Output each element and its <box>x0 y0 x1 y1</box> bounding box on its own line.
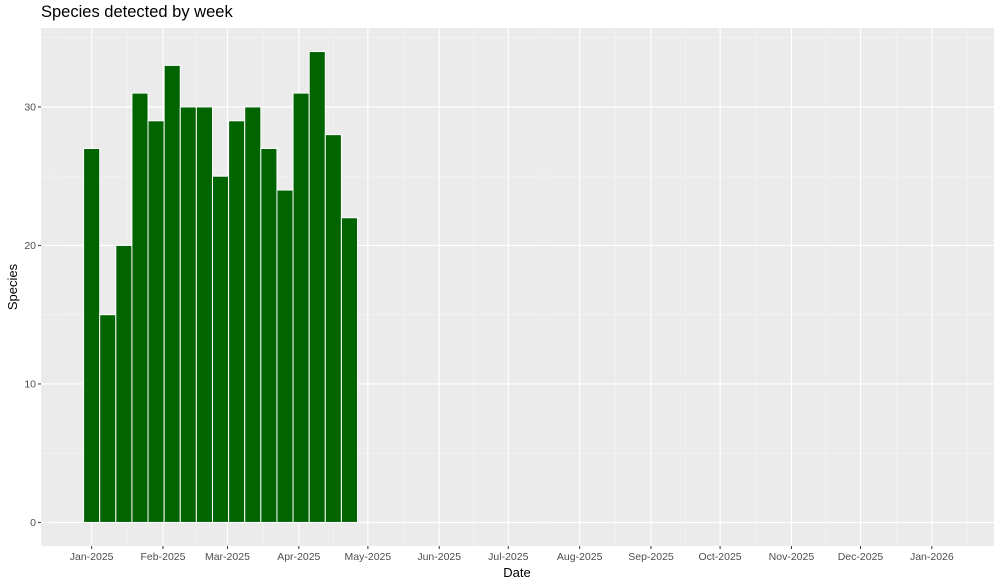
x-tick-label: Dec-2025 <box>838 551 884 563</box>
bar <box>211 175 230 523</box>
x-axis: Jan-2025 Feb-2025 Mar-2025 Apr-2025 May-2025… <box>70 546 954 563</box>
x-tick-label: Jan-2025 <box>70 551 114 563</box>
bar <box>260 147 278 523</box>
bar <box>324 134 342 523</box>
bar <box>340 217 359 523</box>
y-tick-label: 10 <box>24 378 36 390</box>
x-tick-label: Feb-2025 <box>141 551 186 563</box>
x-tick-label: Mar-2025 <box>205 551 250 563</box>
bar <box>276 189 294 523</box>
x-tick-label: Oct-2025 <box>698 551 741 563</box>
x-axis-title: Date <box>503 565 530 580</box>
bar <box>115 244 133 523</box>
x-tick-label: Jan-2026 <box>910 551 954 563</box>
bar <box>147 120 165 523</box>
x-tick-label: Apr-2025 <box>277 551 320 563</box>
x-tick-label: May-2025 <box>345 551 392 563</box>
bar <box>83 147 101 523</box>
x-tick-label: Jul-2025 <box>488 551 528 563</box>
chart-title: Species detected by week <box>41 3 233 21</box>
x-tick-label: Nov-2025 <box>769 551 815 563</box>
y-tick-label: 20 <box>24 240 36 252</box>
y-tick-label: 30 <box>24 101 36 113</box>
bar <box>163 64 181 523</box>
bars <box>83 51 359 523</box>
bar <box>99 314 117 523</box>
x-tick-label: Aug-2025 <box>557 551 603 563</box>
bar <box>131 92 149 523</box>
bar <box>195 106 213 523</box>
bar <box>308 51 326 523</box>
bar <box>292 92 310 523</box>
x-tick-label: Sep-2025 <box>628 551 674 563</box>
y-axis-title: Species <box>5 263 20 310</box>
bar <box>179 106 197 523</box>
bar <box>228 120 246 523</box>
y-tick-label: 0 <box>30 517 36 529</box>
bar <box>244 106 262 523</box>
x-tick-label: Jun-2025 <box>417 551 461 563</box>
y-axis: 0 10 20 30 <box>24 101 41 529</box>
